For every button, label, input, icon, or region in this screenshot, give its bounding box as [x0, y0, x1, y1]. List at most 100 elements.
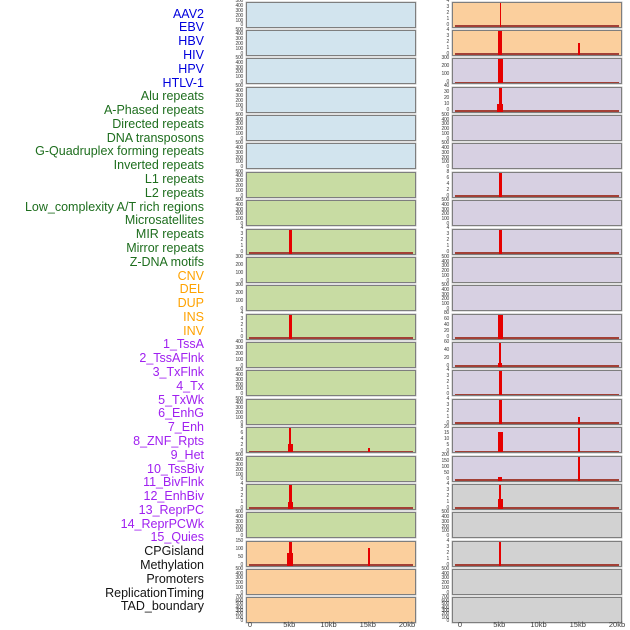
y-tick-label: 200 [441, 126, 450, 133]
panel-10-tssbiv [452, 313, 622, 340]
y-tick-label: 300 [235, 405, 244, 412]
x-tick-label: 15kb [569, 620, 586, 629]
panel-inv [452, 29, 622, 56]
y-tick-label: 0 [240, 306, 244, 313]
row-label-mir-repeats: MIR repeats [135, 227, 204, 242]
y-tick-label: 2 [240, 441, 244, 448]
y-tick-label: 500 [235, 26, 244, 33]
row-label-dna-transposons: DNA transposons [106, 130, 204, 145]
baseline-line [455, 365, 619, 368]
y-tick-label: 4 [240, 480, 244, 487]
y-tick-label: 4 [240, 225, 244, 232]
row-label-8-znf-rpts: 8_ZNF_Rpts [133, 433, 204, 448]
panel-z-dna-motifs [246, 512, 416, 539]
panel-promoters [452, 540, 622, 567]
y-tick-label: 300 [235, 607, 244, 614]
panel-del [246, 569, 416, 596]
panel-11-bivflnk [452, 342, 622, 369]
density-spike [287, 443, 293, 453]
y-tick-label: 0 [240, 220, 244, 227]
baseline-line [249, 450, 413, 453]
row-label-ins: INS [183, 309, 204, 324]
y-tick-label: 80 [444, 310, 449, 317]
y-tick-label: 300 [441, 55, 450, 62]
y-tick-label: 400 [235, 88, 244, 95]
y-tick-label: 2 [446, 549, 450, 556]
row-label-promoters: Promoters [146, 571, 204, 586]
x-tick-label: 20kb [608, 620, 626, 629]
y-tick-label: 200 [441, 523, 450, 530]
y-tick-label: 400 [441, 513, 450, 520]
y-tick-label: 0 [240, 362, 244, 369]
y-ticks-tad-boundary: 700 600 500 400 300 200 100 0 [429, 595, 450, 624]
panel-alu-repeats [246, 171, 416, 198]
panel-3-txflnk [452, 115, 622, 142]
y-tick-label: 100 [235, 545, 244, 552]
y-tick-label: 100 [235, 356, 244, 363]
row-label-13-reprpc: 13_ReprPC [138, 502, 204, 517]
y-tick-label: 400 [235, 372, 244, 379]
y-tick-label: 0 [240, 533, 244, 540]
y-tick-label: 2 [240, 322, 244, 329]
density-spike [498, 30, 503, 55]
y-tick-label: 200 [441, 63, 450, 70]
y-tick-label: 500 [235, 0, 244, 5]
y-tick-label: 0 [240, 589, 244, 596]
y-tick-label: 200 [441, 211, 450, 218]
y-tick-label: 1 [446, 44, 450, 51]
y-tick-label: 0 [240, 164, 244, 171]
y-tick-label: 200 [235, 154, 244, 161]
y-tick-label: 400 [235, 570, 244, 577]
y-tick-label: 1 [446, 385, 450, 392]
y-tick-label: 500 [235, 452, 244, 459]
baseline-line [455, 478, 619, 481]
y-tick-label: 2 [446, 492, 450, 499]
y-tick-label: 0 [446, 447, 450, 454]
y-tick-label: 4 [240, 435, 244, 442]
y-tick-label: 500 [441, 140, 450, 147]
y-tick-label: 400 [441, 116, 450, 123]
density-spike [498, 229, 502, 254]
y-tick-label: 150 [235, 537, 244, 544]
y-tick-label: 0 [240, 504, 244, 511]
baseline-line [455, 393, 619, 396]
y-tick-label: 1 [240, 243, 244, 250]
row-label-hpv: HPV [178, 61, 204, 76]
panel-mir-repeats [246, 455, 416, 482]
panel-mirror-repeats [246, 483, 416, 510]
row-label-inverted-repeats: Inverted repeats [113, 158, 204, 173]
y-tick-label: 300 [235, 64, 244, 71]
x-tick-label: 0 [457, 620, 463, 629]
y-tick-label: 300 [235, 575, 244, 582]
panel-ebv [246, 29, 416, 56]
y-ticks-4-tx: 500 400 300 200 100 0 [429, 140, 450, 170]
y-tick-label: 3 [446, 373, 450, 380]
y-tick-label: 500 [441, 111, 450, 118]
y-tick-label: 0 [240, 419, 244, 426]
x-tick-label: 0 [247, 620, 253, 629]
y-tick-label: 3 [446, 231, 450, 238]
y-tick-label: 200 [441, 296, 450, 303]
y-tick-label: 0 [446, 135, 450, 142]
y-ticks-dup: 700 600 500 400 300 200 100 0 [223, 595, 244, 624]
y-tick-label: 0 [446, 391, 450, 398]
y-tick-label: 4 [446, 480, 450, 487]
y-tick-label: 300 [235, 206, 244, 213]
y-tick-label: 300 [235, 121, 244, 128]
baseline-line [455, 422, 619, 424]
y-tick-label: 400 [235, 116, 244, 123]
density-spike [289, 229, 292, 254]
y-ticks-11-bivflnk: 60 40 20 0 [429, 339, 450, 368]
baseline-line [249, 564, 413, 566]
y-tick-label: 300 [441, 206, 450, 213]
y-tick-label: 0 [446, 50, 450, 57]
y-ticks-8-znf-rpts: 500 400 300 200 100 0 [429, 254, 450, 283]
y-ticks-14-reprpcwk: 20 15 10 5 0 [429, 425, 450, 454]
y-tick-label: 200 [235, 97, 244, 104]
row-label-14-reprpcwk: 14_ReprPCWk [120, 516, 204, 531]
y-tick-label: 400 [441, 570, 450, 577]
baseline-line [455, 24, 619, 27]
y-tick-label: 200 [441, 154, 450, 161]
